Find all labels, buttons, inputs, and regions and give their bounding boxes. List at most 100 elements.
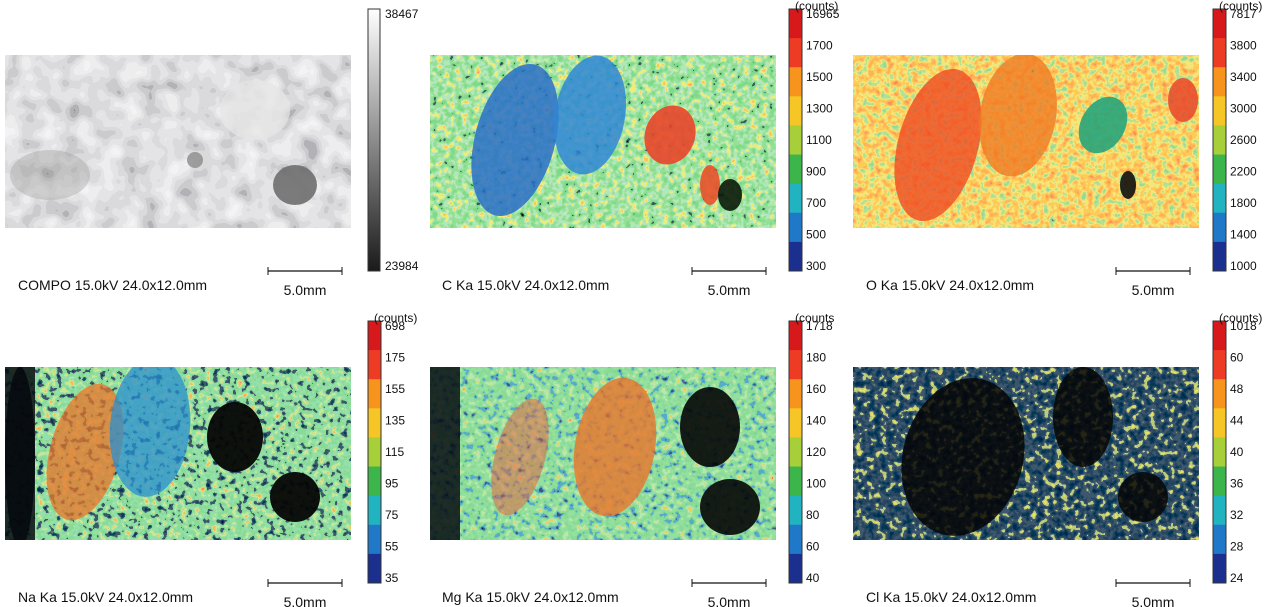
caption: O Ka 15.0kV 24.0x12.0mm xyxy=(866,277,1034,293)
grain xyxy=(220,80,290,140)
grain xyxy=(718,179,742,211)
colorbar-label: 75 xyxy=(385,508,399,522)
colorbar-segment xyxy=(1213,38,1226,68)
colorbar-label: 3800 xyxy=(1230,39,1257,53)
colorbar-segment xyxy=(789,496,802,526)
colorbar-segment xyxy=(789,437,802,467)
caption: C Ka 15.0kV 24.0x12.0mm xyxy=(442,277,609,293)
colorbar-label: 140 xyxy=(806,414,826,428)
colorbar-segment xyxy=(1213,379,1226,409)
map-image xyxy=(853,364,1199,550)
colorbar-segment xyxy=(789,525,802,555)
colorbar-label: 2200 xyxy=(1230,165,1257,179)
colorbar-segment xyxy=(368,321,381,351)
colorbar-label: 7817 xyxy=(1230,7,1257,21)
grain xyxy=(187,152,203,168)
colorbar-label: 32 xyxy=(1230,508,1244,522)
colorbar-segment xyxy=(1213,96,1226,126)
scale-label: 5.0mm xyxy=(1132,282,1175,298)
colorbar-label: 55 xyxy=(385,540,399,554)
grain xyxy=(700,165,720,205)
colorbar-segment xyxy=(1213,184,1226,214)
colorbar-label: 60 xyxy=(806,540,820,554)
panel: Na Ka 15.0kV 24.0x12.0mm5.0mm(counts)698… xyxy=(5,311,417,607)
colorbar-segment xyxy=(368,437,381,467)
panel: COMPO 15.0kV 24.0x12.0mm 5.0mm 38467 23984 xyxy=(5,7,419,298)
colorbar-segment xyxy=(789,213,802,243)
caption: Cl Ka 15.0kV 24.0x12.0mm xyxy=(866,589,1036,605)
colorbar xyxy=(368,9,380,271)
colorbar-label: 16965 xyxy=(806,7,840,21)
colorbar-label: 100 xyxy=(806,477,826,491)
colorbar-label: 3000 xyxy=(1230,102,1257,116)
colorbar-segment xyxy=(1213,155,1226,185)
colorbar-segment xyxy=(789,554,802,584)
caption: Na Ka 15.0kV 24.0x12.0mm xyxy=(18,589,193,605)
colorbar-label: 1700 xyxy=(806,39,833,53)
panel: Mg Ka 15.0kV 24.0x12.0mm5.0mm(counts1718… xyxy=(430,311,834,607)
colorbar-label: 1000 xyxy=(1230,259,1257,273)
colorbar-label: 120 xyxy=(806,445,826,459)
colorbar-segment xyxy=(789,467,802,497)
colorbar-segment xyxy=(789,9,802,39)
colorbar-label: 1800 xyxy=(1230,196,1257,210)
map-image xyxy=(5,354,351,547)
colorbar-label: 95 xyxy=(385,477,399,491)
colorbar-label: 175 xyxy=(385,351,405,365)
colorbar-segment xyxy=(1213,467,1226,497)
colorbar-segment xyxy=(368,467,381,497)
colorbar-segment xyxy=(1213,496,1226,526)
colorbar-segment xyxy=(368,408,381,438)
colorbar-segment xyxy=(789,184,802,214)
colorbar-label: 23984 xyxy=(385,259,419,273)
colorbar-label: 3400 xyxy=(1230,70,1257,84)
colorbar-label: 115 xyxy=(385,445,404,459)
colorbar-segment xyxy=(1213,9,1226,39)
colorbar-label: 60 xyxy=(1230,351,1244,365)
grain xyxy=(10,150,90,200)
grain xyxy=(1120,171,1136,199)
colorbar-label: 80 xyxy=(806,508,820,522)
page: COMPO 15.0kV 24.0x12.0mm5.0mm3846723984C… xyxy=(0,0,1280,607)
colorbar-label: 1718 xyxy=(806,319,833,333)
scale-label: 5.0mm xyxy=(708,594,751,607)
colorbar-label: 180 xyxy=(806,351,826,365)
colorbar-segment xyxy=(789,38,802,68)
colorbar-segment xyxy=(368,496,381,526)
caption: COMPO 15.0kV 24.0x12.0mm xyxy=(18,277,207,293)
colorbar-label: 500 xyxy=(806,228,826,242)
colorbar-label: 1300 xyxy=(806,102,833,116)
colorbar-segment xyxy=(1213,125,1226,155)
grain xyxy=(1168,78,1198,122)
colorbar-label: 900 xyxy=(806,165,826,179)
colorbar-segment xyxy=(789,408,802,438)
grain xyxy=(700,479,760,535)
grain xyxy=(207,402,263,472)
colorbar-segment xyxy=(789,125,802,155)
colorbar-segment xyxy=(789,96,802,126)
colorbar-label: 300 xyxy=(806,259,826,273)
colorbar-label: 135 xyxy=(385,414,405,428)
map-image xyxy=(430,367,776,540)
colorbar-label: 698 xyxy=(385,319,405,333)
colorbar-segment xyxy=(789,67,802,97)
colorbar-label: 1400 xyxy=(1230,228,1257,242)
figure: COMPO 15.0kV 24.0x12.0mm5.0mm3846723984C… xyxy=(0,0,1280,607)
map-image xyxy=(430,50,776,228)
colorbar-label: 1018 xyxy=(1230,319,1257,333)
colorbar-label: 2600 xyxy=(1230,133,1257,147)
scale-label: 5.0mm xyxy=(284,282,327,298)
colorbar-label: 44 xyxy=(1230,414,1244,428)
map-image xyxy=(5,55,351,228)
colorbar-label: 38467 xyxy=(385,7,419,21)
colorbar-label: 40 xyxy=(1230,445,1244,459)
colorbar-segment xyxy=(1213,437,1226,467)
colorbar-segment xyxy=(368,554,381,584)
colorbar-segment xyxy=(368,350,381,380)
colorbar-segment xyxy=(1213,525,1226,555)
colorbar-segment xyxy=(789,242,802,272)
colorbar-label: 48 xyxy=(1230,382,1244,396)
colorbar-label: 155 xyxy=(385,382,405,396)
